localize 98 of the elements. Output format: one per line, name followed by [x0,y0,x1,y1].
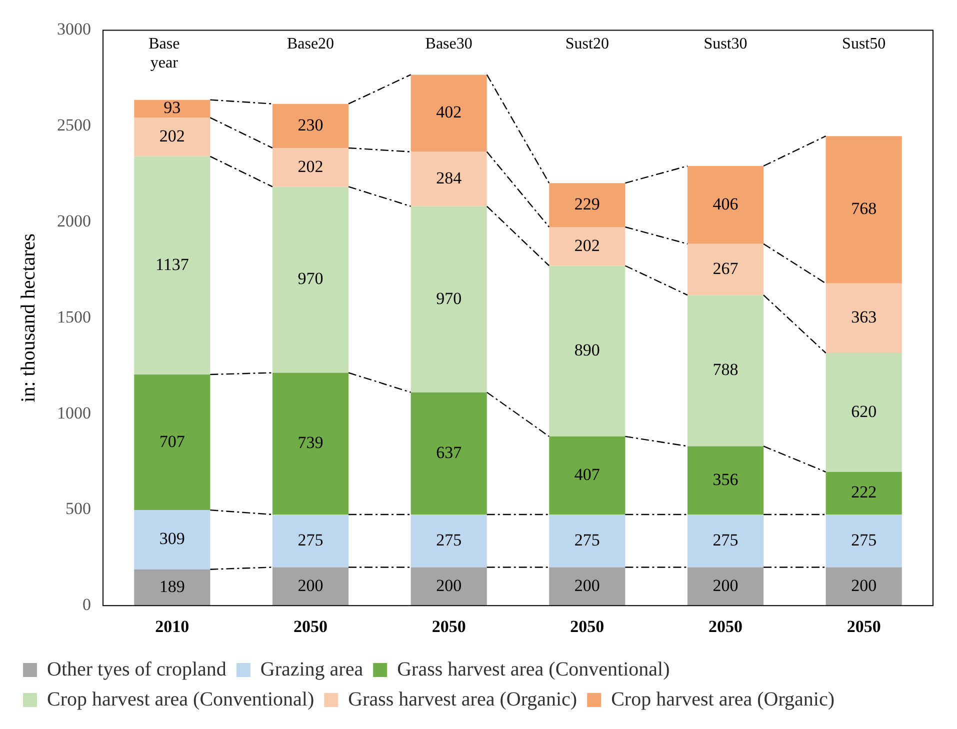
data-label: 93 [164,98,181,118]
data-label: 230 [298,115,324,134]
data-label: 275 [436,530,462,550]
y-tick-label: 0 [82,595,91,614]
bar [410,514,487,568]
bar [687,244,764,296]
data-label: 363 [851,308,877,327]
bar [410,206,487,392]
bar [687,514,764,568]
legend-label: Other tyes of cropland [47,658,226,680]
bar [687,567,764,606]
bar [410,567,487,606]
annotation: Sust30 [704,35,748,52]
bar [826,353,902,472]
data-label: 200 [574,576,600,595]
annotation: Sust20 [565,35,609,52]
bar [272,186,349,373]
bar [410,74,487,152]
data-label: 768 [851,199,877,218]
y-tick-label: 500 [66,499,91,518]
data-label: 1137 [155,254,190,274]
legend-label: Grass harvest area (Organic) [348,688,578,710]
data-label: 309 [159,529,185,548]
data-label: 200 [436,576,462,595]
bar [272,148,349,187]
data-label: 970 [436,288,462,308]
data-label: 229 [574,194,600,214]
data-label: 189 [159,576,185,596]
data-label: 222 [851,482,877,502]
data-label: 707 [159,432,186,451]
bar [687,295,764,446]
bar [687,446,764,514]
bar [549,266,626,436]
bar [549,183,626,227]
annotation: Base30 [425,35,472,52]
x-tick-label: 2050 [294,617,328,636]
bar [272,372,349,514]
data-label: 407 [574,464,600,484]
y-axis-title: in: thousand hectares [17,233,40,402]
data-label: 275 [298,530,324,550]
bar [826,514,902,568]
bar [826,472,902,514]
bar [272,514,349,568]
y-tick-label: 1000 [57,403,91,422]
bar [549,567,626,606]
legend-label: Grass harvest area (Conventional) [397,658,670,680]
y-tick-label: 3000 [57,20,91,39]
x-tick-label: 2050 [846,617,881,636]
data-label: 202 [574,236,600,255]
data-label: 200 [298,576,324,595]
data-label: 202 [159,126,185,146]
data-label: 202 [298,156,324,176]
x-tick-label: 2050 [570,617,604,636]
data-label: 200 [851,576,877,595]
data-label: 200 [712,576,738,595]
bar [410,392,487,514]
bar [410,152,487,206]
bar [134,510,210,570]
data-label: 637 [436,442,462,462]
bar [272,104,349,148]
bar [826,567,902,606]
y-tick-label: 2000 [57,211,91,230]
annotation: Base20 [286,35,334,52]
bar [549,226,626,266]
legend-label: Crop harvest area (Conventional) [47,688,314,710]
legend-label: Grazing area [260,658,364,680]
bar [549,436,626,514]
bar [134,569,210,606]
data-label: 620 [851,402,877,421]
annotation: Base year [148,35,180,72]
bar [826,136,902,284]
bar [826,283,902,353]
data-label: 275 [574,530,600,550]
bar [272,567,349,606]
data-label: 970 [298,269,324,288]
bar [549,514,626,568]
x-tick-label: 2050 [708,617,742,636]
data-label: 284 [436,168,462,188]
data-label: 267 [712,258,739,278]
data-label: 788 [712,360,738,380]
data-label: 890 [574,340,600,360]
annotation: Sust50 [842,35,886,52]
bar [134,100,210,118]
data-label: 402 [436,102,462,122]
legend-label: Crop harvest area (Organic) [611,688,835,710]
data-label: 275 [851,530,877,550]
bar [134,118,210,156]
data-label: 275 [712,530,738,550]
bar [687,166,764,244]
bar [134,374,210,510]
data-label: 739 [298,433,324,452]
x-tick-label: 2010 [155,617,190,636]
data-label: 406 [712,194,738,214]
x-tick-label: 2050 [432,617,466,636]
bar [134,156,210,374]
y-tick-label: 2500 [57,116,91,135]
y-tick-label: 1500 [57,307,91,326]
data-label: 356 [712,470,738,489]
